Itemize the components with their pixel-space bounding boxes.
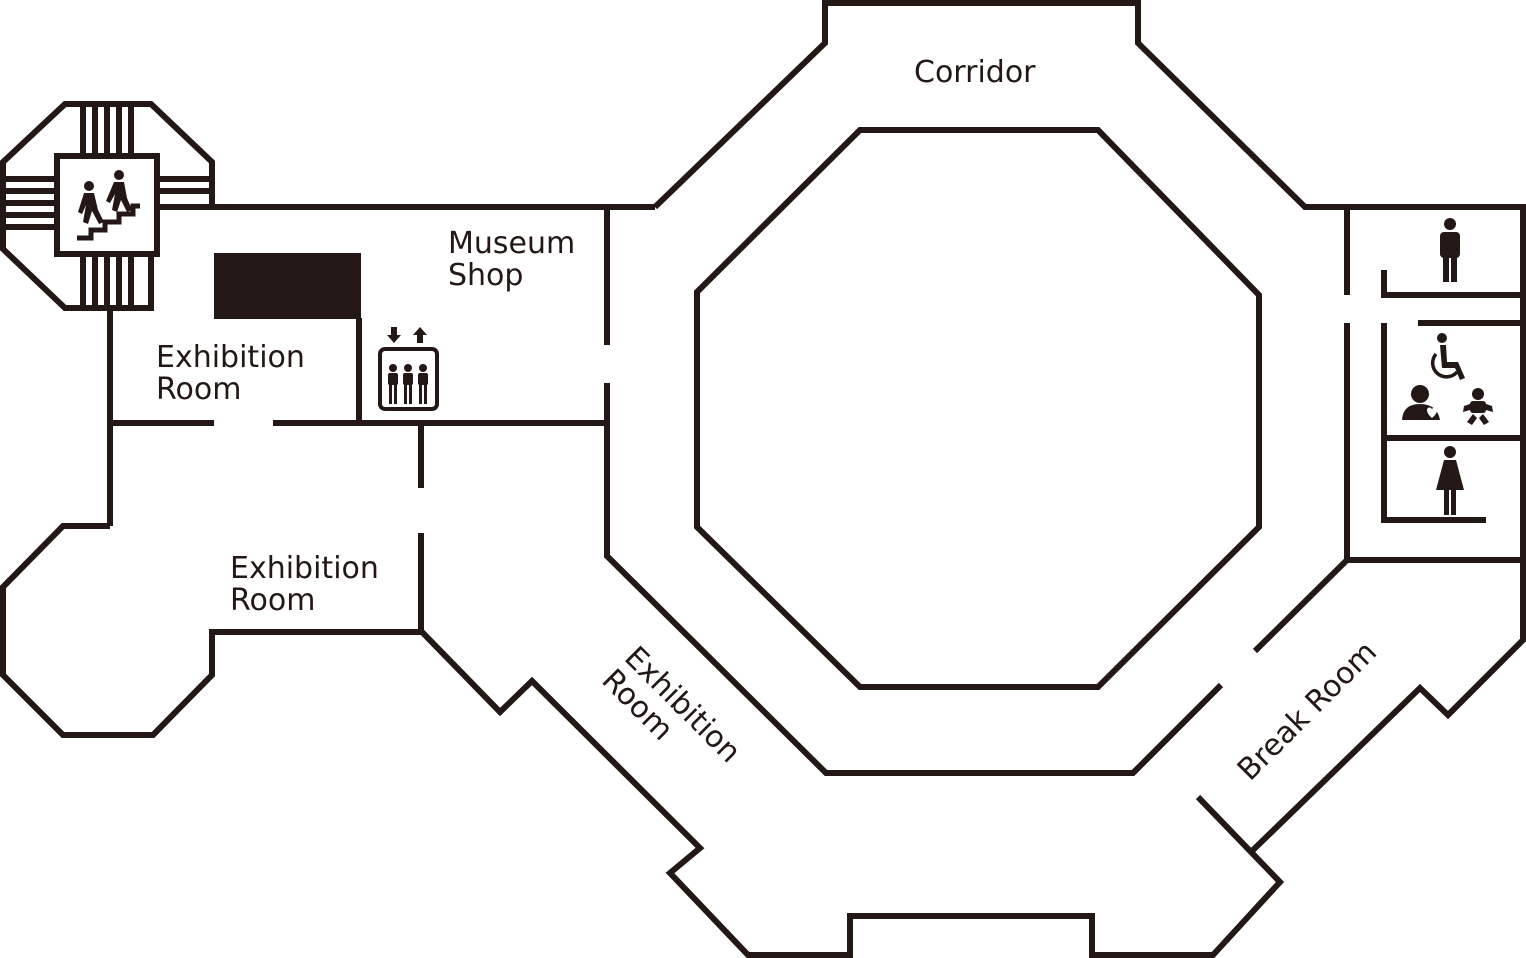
label-exhibition-lower-line1: Exhibition [230, 551, 379, 586]
mens-restroom-icon [1440, 218, 1460, 282]
nursing-room-icon [1402, 385, 1440, 420]
label-break-room-group: Break Room [1231, 635, 1384, 788]
atrium-outline [694, 127, 1262, 690]
stairs-icon [77, 170, 140, 241]
corridor-walls [604, 207, 1523, 776]
accessible-restroom-icon [1430, 333, 1465, 380]
label-museum-shop-line2: Shop [448, 258, 523, 293]
label-exhibition-upper-line2: Room [156, 372, 241, 407]
restroom-walls [1381, 270, 1523, 523]
label-museum-shop-line1: Museum [448, 226, 575, 261]
womens-restroom-icon [1436, 446, 1464, 515]
baby-changing-icon [1463, 388, 1493, 425]
elevator-icon [378, 327, 439, 411]
stairwell [0, 101, 215, 311]
label-corridor: Corridor [914, 55, 1036, 90]
label-exhibition-lower-line2: Room [230, 583, 315, 618]
room-walls [110, 253, 607, 632]
label-exhibition-upper-line1: Exhibition [156, 340, 305, 375]
service-counter [214, 253, 361, 319]
label-break-room: Break Room [1231, 635, 1384, 788]
